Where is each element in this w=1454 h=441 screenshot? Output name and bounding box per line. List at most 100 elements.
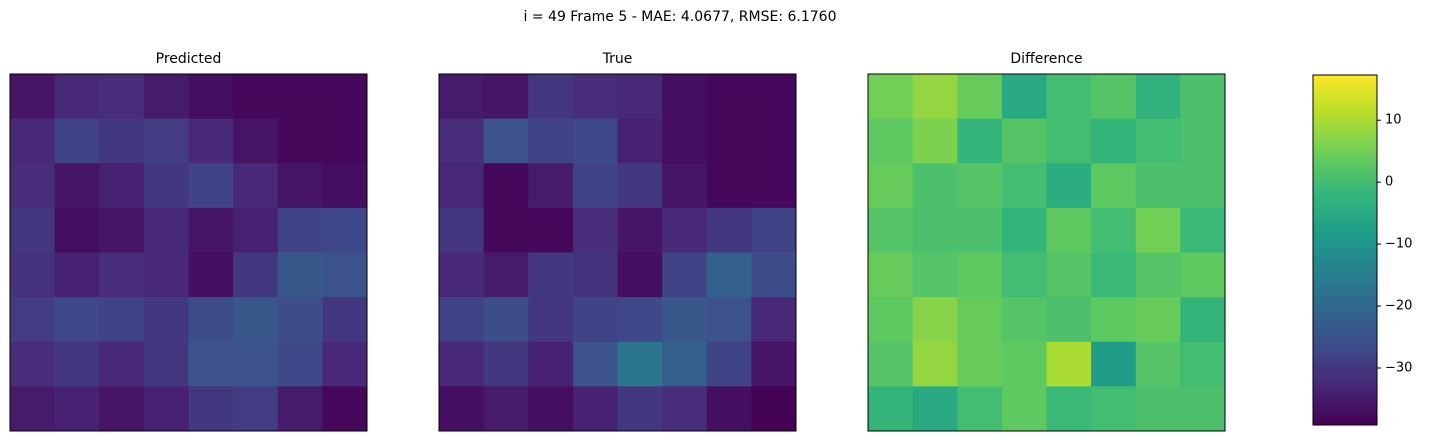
heatmap-cell [1046,341,1092,387]
colorbar-segment [1313,239,1377,244]
heatmap-cell [572,163,618,209]
colorbar-segment [1313,260,1377,265]
colorbar-segment [1313,355,1377,359]
colorbar-segment [1313,159,1377,163]
heatmap-cell [868,297,914,343]
heatmap-cell [751,207,797,253]
heatmap-cell [572,74,618,120]
heatmap-cell [957,386,1003,432]
colorbar-segment [1313,197,1377,202]
panel-title: Predicted [156,51,222,67]
heatmap-cell [1091,386,1137,432]
colorbar-segment [1313,134,1377,139]
heatmap-cell [572,207,618,253]
heatmap-cell [868,118,914,164]
colorbar-segment [1313,397,1377,401]
colorbar-tick-label: −30 [1385,361,1412,376]
heatmap-cell [439,207,485,253]
heatmap-cell [751,341,797,387]
heatmap-cell [188,207,234,253]
heatmap-cell [54,386,100,432]
heatmap-cell [1180,386,1226,432]
heatmap-cell [277,341,323,387]
heatmap-cell [662,252,708,298]
heatmap-cell [143,252,189,298]
heatmap-cell [662,163,708,209]
colorbar-segment [1313,414,1377,419]
heatmap-cell [483,163,529,209]
heatmap-cell [10,252,56,298]
colorbar-segment [1313,85,1377,90]
panel-frame [438,73,797,432]
colorbar-segment [1313,313,1377,317]
colorbar-segment [1313,173,1377,177]
heatmap-cell [277,118,323,164]
colorbar-segment [1313,253,1377,258]
heatmap-cell [912,341,958,387]
colorbar-tick-label: 10 [1385,113,1402,128]
colorbar-segment [1313,281,1377,286]
heatmap-cell [1046,297,1092,343]
colorbar-segment [1313,131,1377,135]
heatmap-cell [912,163,958,209]
heatmap-cell [662,74,708,120]
heatmap-cell [483,297,529,343]
heatmap-cell [957,252,1003,298]
heatmap-cell [957,341,1003,387]
colorbar-segment [1313,320,1377,324]
heatmap-cell [483,118,529,164]
heatmap-cell [1001,163,1047,209]
colorbar-segment [1313,92,1377,97]
colorbar-segment [1313,309,1377,314]
heatmap-cell [99,74,145,120]
heatmap-cell [751,74,797,120]
heatmap-cell [912,386,958,432]
colorbar-segment [1313,96,1377,100]
heatmap-cell [1046,74,1092,120]
colorbar-segment [1313,246,1377,251]
colorbar-tick-label: 0 [1385,175,1393,190]
colorbar-segment [1313,145,1377,149]
heatmap-cell [912,297,958,343]
heatmap-cell [868,74,914,120]
colorbar-segment [1313,110,1377,114]
colorbar-segment [1313,152,1377,156]
heatmap-cell [99,163,145,209]
heatmap-cell [912,207,958,253]
colorbar-segment [1313,194,1377,198]
heatmap-cell [143,341,189,387]
heatmap-cell [868,386,914,432]
heatmap-cell [706,386,752,432]
colorbar-segment [1313,169,1377,174]
heatmap-cell [1046,386,1092,432]
colorbar-segment [1313,327,1377,331]
heatmap-cell [143,74,189,120]
heatmap-cell [99,297,145,343]
heatmap-cell [322,207,368,253]
heatmap-cell [143,207,189,253]
heatmap-cell [617,74,663,120]
colorbar-segment [1313,187,1377,191]
heatmap-cell [439,386,485,432]
colorbar-segment [1313,190,1377,195]
heatmap-cell [1180,341,1226,387]
heatmap-cell [751,252,797,298]
heatmap-cell [483,74,529,120]
colorbar-segment [1313,218,1377,223]
heatmap-cell [868,163,914,209]
heatmap-cell [572,297,618,343]
heatmap-cell [572,341,618,387]
heatmap-cell [751,118,797,164]
heatmap-cell [54,163,100,209]
colorbar-segment [1313,201,1377,205]
heatmap-cell [322,297,368,343]
colorbar-segment [1313,365,1377,370]
heatmap-cell [188,163,234,209]
heatmap-cell [957,118,1003,164]
colorbar-segment [1313,393,1377,398]
colorbar-segment [1313,344,1377,349]
colorbar-segment [1313,348,1377,352]
colorbar-segment [1313,323,1377,328]
heatmap-cell [706,341,752,387]
